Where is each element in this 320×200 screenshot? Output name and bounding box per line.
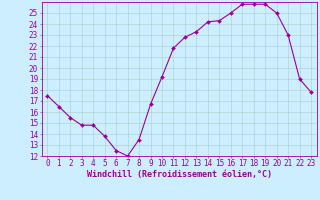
X-axis label: Windchill (Refroidissement éolien,°C): Windchill (Refroidissement éolien,°C) [87, 170, 272, 179]
